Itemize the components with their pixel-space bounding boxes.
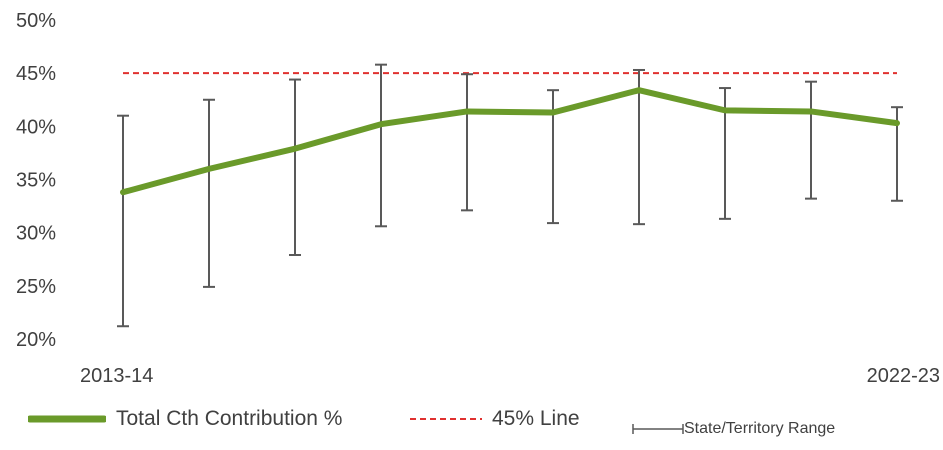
range-bar bbox=[461, 73, 473, 212]
range-bar bbox=[375, 63, 387, 228]
series-point bbox=[810, 110, 812, 112]
range-bar bbox=[117, 114, 129, 328]
x-tick-label: 2013-14 bbox=[80, 365, 153, 387]
series-point bbox=[208, 168, 210, 170]
chart-svg: 20% 25% 30% 35% 40% 45% 50% 2013-14 2022-23 bbox=[16, 10, 940, 387]
series-line-total-cth-contribution bbox=[120, 87, 900, 196]
legend: Total Cth Contribution % 45% Line State/… bbox=[0, 398, 943, 440]
legend-swatch-reference bbox=[410, 418, 482, 420]
series-point bbox=[294, 148, 296, 150]
series-point bbox=[638, 89, 640, 91]
range-bar bbox=[203, 98, 215, 288]
legend-label-reference: 45% Line bbox=[492, 407, 580, 430]
series-point bbox=[552, 112, 554, 114]
legend-item-range: State/Territory Range bbox=[632, 408, 835, 450]
y-tick-label: 35% bbox=[16, 170, 56, 192]
y-tick-label: 45% bbox=[16, 63, 56, 85]
range-bar bbox=[633, 68, 645, 226]
legend-label-range: State/Territory Range bbox=[684, 420, 836, 437]
range-bars-group bbox=[117, 63, 903, 328]
x-tick-label: 2022-23 bbox=[867, 365, 940, 387]
range-bar bbox=[805, 80, 817, 200]
y-tick-label: 40% bbox=[16, 116, 56, 138]
series-lines-group bbox=[120, 87, 900, 196]
series-point bbox=[380, 123, 382, 125]
legend-item-reference: 45% Line bbox=[410, 398, 580, 440]
legend-item-series: Total Cth Contribution % bbox=[28, 398, 342, 440]
y-axis-tick-labels: 20% 25% 30% 35% 40% 45% 50% bbox=[16, 10, 56, 351]
series-point bbox=[122, 191, 124, 193]
x-axis-tick-labels: 2013-14 2022-23 bbox=[80, 365, 940, 387]
y-tick-label: 50% bbox=[16, 10, 56, 32]
series-point bbox=[724, 109, 726, 111]
y-tick-label: 30% bbox=[16, 223, 56, 245]
legend-swatch-range bbox=[632, 424, 684, 434]
legend-swatch-series bbox=[28, 415, 106, 423]
series-point bbox=[896, 122, 898, 124]
legend-label-series: Total Cth Contribution % bbox=[116, 407, 343, 430]
y-tick-label: 25% bbox=[16, 276, 56, 298]
y-tick-label: 20% bbox=[16, 329, 56, 351]
range-bar bbox=[289, 78, 301, 256]
series-point bbox=[466, 110, 468, 112]
